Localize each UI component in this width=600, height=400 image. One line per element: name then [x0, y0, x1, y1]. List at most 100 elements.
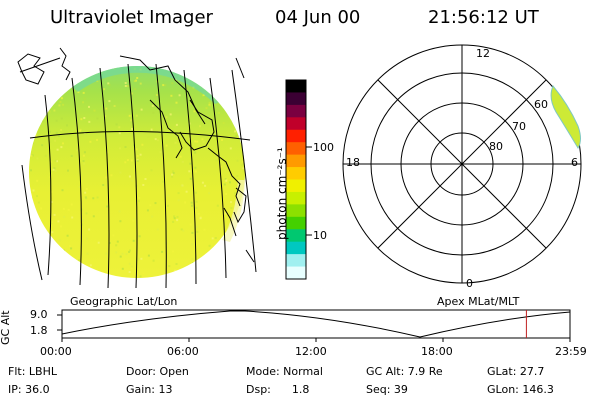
earth-speckle-dot	[139, 153, 142, 156]
earth-speckle-dot	[174, 269, 177, 272]
earth-speckle-dot	[244, 69, 245, 71]
earth-speckle-dot	[156, 139, 159, 142]
earth-speckle-dot	[190, 201, 193, 204]
earth-speckle-dot	[78, 259, 80, 262]
earth-speckle-dot	[71, 216, 74, 219]
earth-speckle-dot	[171, 175, 174, 178]
earth-speckle-dot	[97, 241, 100, 244]
earth-speckle-dot	[189, 223, 192, 226]
earth-speckle-dot	[118, 126, 121, 129]
earth-speckle-dot	[59, 100, 62, 103]
earth-speckle-dot	[208, 101, 211, 104]
earth-speckle-dot	[196, 271, 199, 274]
earth-speckle-dot	[142, 272, 145, 275]
x-tick-1: 06:00	[167, 345, 199, 358]
earth-speckle-dot	[178, 94, 181, 97]
earth-speckle-dot	[238, 262, 241, 265]
earth-speckle-dot	[225, 193, 228, 195]
earth-speckle-dot	[238, 247, 241, 250]
earth-speckle-dot	[174, 141, 177, 144]
earth-speckle-dot	[143, 132, 146, 135]
earth-speckle-dot	[189, 177, 192, 180]
earth-speckle-dot	[169, 113, 172, 116]
lat-70-label: 70	[512, 120, 526, 133]
earth-speckle-dot	[96, 117, 99, 120]
earth-speckle-dot	[243, 245, 245, 248]
earth-speckle-dot	[212, 72, 215, 75]
earth-speckle-dot	[226, 107, 229, 110]
earth-speckle-dot	[204, 184, 207, 187]
earth-speckle-dot	[149, 204, 152, 207]
earth-speckle-dot	[33, 104, 36, 107]
earth-speckle-dot	[55, 131, 58, 134]
colorbar-segment	[286, 229, 306, 243]
earth-speckle-dot	[156, 228, 159, 231]
earth-speckle-dot	[91, 66, 93, 68]
earth-speckle-dot	[162, 84, 165, 87]
earth-speckle-dot	[197, 79, 200, 82]
earth-speckle-dot	[108, 100, 111, 103]
earth-speckle-dot	[224, 212, 227, 215]
earth-speckle-dot	[138, 196, 141, 199]
earth-speckle-dot	[134, 125, 137, 128]
earth-speckle-dot	[47, 78, 50, 81]
mlt-0-label: 0	[466, 277, 473, 290]
earth-speckle-dot	[133, 218, 136, 221]
earth-speckle-dot	[136, 154, 139, 157]
earth-speckle-dot	[208, 271, 211, 274]
earth-speckle-dot	[57, 220, 60, 223]
earth-speckle-dot	[174, 78, 177, 81]
colorbar-segment	[286, 191, 306, 205]
earth-speckle-dot	[195, 226, 198, 228]
earth-speckle-dot	[201, 138, 204, 141]
earth-speckle-dot	[53, 109, 56, 112]
aurora-patch	[550, 85, 581, 149]
earth-speckle-dot	[185, 190, 188, 193]
earth-speckle-dot	[130, 267, 133, 270]
colorbar-segment	[286, 204, 306, 218]
earth-speckle-dot	[174, 125, 177, 128]
earth-speckle-dot	[195, 200, 198, 203]
glat-info: GLat: 27.7	[487, 365, 545, 378]
earth-speckle-dot	[119, 171, 122, 174]
earth-speckle-dot	[242, 224, 245, 227]
earth-speckle-dot	[36, 179, 39, 182]
earth-speckle-dot	[199, 217, 202, 220]
earth-speckle-dot	[124, 82, 127, 84]
earth-speckle-dot	[223, 183, 226, 186]
earth-speckle-dot	[235, 134, 238, 137]
earth-speckle-dot	[217, 111, 220, 114]
x-tick-0: 00:00	[40, 345, 72, 358]
earth-speckle-dot	[137, 258, 140, 261]
earth-speckle-dot	[88, 228, 91, 231]
earth-speckle-dot	[107, 82, 110, 85]
earth-speckle-dot	[58, 104, 61, 107]
earth-speckle-dot	[52, 168, 55, 171]
earth-speckle-dot	[191, 231, 194, 234]
earth-speckle-dot	[236, 159, 239, 162]
earth-speckle-dot	[68, 81, 70, 83]
earth-speckle-dot	[119, 147, 121, 150]
earth-speckle-dot	[96, 196, 99, 199]
earth-speckle-dot	[162, 180, 165, 183]
earth-speckle-dot	[199, 276, 202, 278]
earth-speckle-dot	[182, 229, 185, 232]
earth-speckle-dot	[54, 135, 57, 138]
earth-speckle-dot	[34, 138, 37, 141]
earth-speckle-dot	[236, 175, 239, 178]
earth-speckle-dot	[142, 184, 145, 186]
earth-speckle-dot	[152, 127, 155, 130]
earth-speckle-dot	[154, 202, 157, 205]
earth-speckle-dot	[227, 86, 230, 89]
earth-speckle-dot	[56, 90, 59, 93]
colorbar-frame	[285, 79, 307, 280]
earth-speckle-dot	[227, 101, 230, 104]
earth-speckle-dot	[128, 262, 131, 265]
mlt-6-label: 6	[571, 156, 578, 169]
earth-speckle-dot	[234, 130, 237, 133]
earth-speckle-dot	[203, 228, 206, 231]
earth-speckle-dot	[130, 119, 132, 122]
earth-speckle-dot	[40, 265, 43, 268]
earth-speckle-dot	[202, 94, 204, 97]
